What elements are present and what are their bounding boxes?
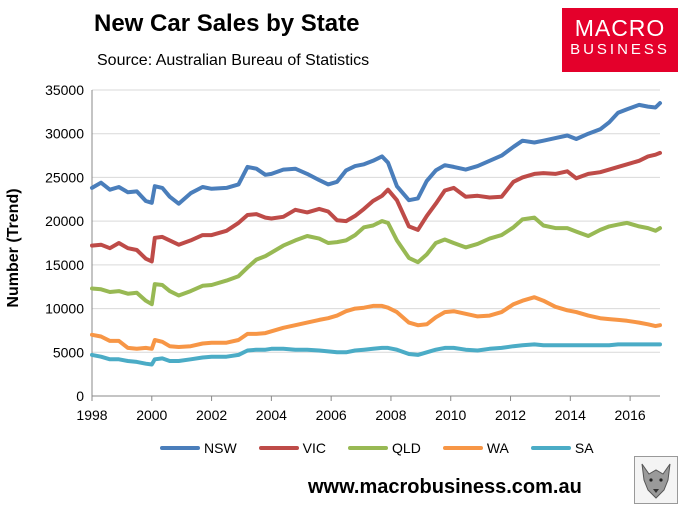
y-axis-ticks: 0 5000 10000 15000 20000 25000 30000 35000 <box>45 82 84 404</box>
x-tick-label: 2012 <box>495 407 526 423</box>
x-axis-ticks: 1998 2000 2002 2004 2006 2008 2010 2012 2014 2016 <box>76 396 646 423</box>
x-tick-label: 2004 <box>256 407 287 423</box>
series-line-sa <box>90 342 662 367</box>
axes <box>91 90 660 397</box>
y-tick-label: 15000 <box>45 257 84 273</box>
legend-label: VIC <box>302 440 327 456</box>
y-tick-label: 0 <box>76 388 84 404</box>
chart-title: New Car Sales by State <box>94 10 360 37</box>
legend-item-wa: WA <box>442 440 509 456</box>
series-line-wa <box>90 295 662 351</box>
legend-label: QLD <box>392 440 421 456</box>
logo-line-1: MACRO <box>574 15 666 41</box>
wolf-logo-icon <box>634 456 678 504</box>
legend-swatch <box>442 446 483 450</box>
legend-label: NSW <box>204 440 237 456</box>
website-url[interactable]: www.macrobusiness.com.au <box>308 476 582 498</box>
legend-swatch <box>348 446 389 450</box>
chart-subtitle: Source: Australian Bureau of Statistics <box>97 52 370 69</box>
chart-legend: NSW VIC QLD WA SA <box>160 440 616 456</box>
legend-swatch <box>160 446 200 450</box>
y-tick-label: 20000 <box>45 213 84 229</box>
series-line-qld <box>90 215 662 307</box>
legend-label: WA <box>486 440 509 456</box>
legend-item-nsw: NSW <box>160 440 237 456</box>
y-tick-label: 25000 <box>45 169 84 185</box>
x-tick-label: 2010 <box>435 407 466 423</box>
x-tick-label: 2002 <box>196 407 227 423</box>
series-line-vic <box>90 150 662 264</box>
y-tick-label: 10000 <box>45 301 84 317</box>
series-line-nsw <box>90 101 662 206</box>
x-tick-label: 2014 <box>555 407 586 423</box>
logo-line-2: BUSINESS <box>570 41 670 58</box>
macrobusiness-logo[interactable]: MACRO BUSINESS <box>562 8 678 72</box>
y-tick-label: 35000 <box>45 82 84 98</box>
gridlines <box>92 89 660 353</box>
legend-item-sa: SA <box>530 440 594 456</box>
x-tick-label: 2016 <box>615 407 646 423</box>
legend-swatch <box>530 446 571 450</box>
y-tick-label: 5000 <box>53 344 84 360</box>
legend-label: SA <box>574 440 594 456</box>
legend-swatch <box>258 446 299 450</box>
x-tick-label: 2000 <box>136 407 167 423</box>
legend-item-vic: VIC <box>258 440 327 456</box>
x-tick-label: 1998 <box>76 407 107 423</box>
y-tick-label: 30000 <box>45 126 84 142</box>
x-tick-label: 2008 <box>375 407 406 423</box>
x-tick-label: 2006 <box>316 407 347 423</box>
series-lines <box>90 101 662 367</box>
legend-item-qld: QLD <box>348 440 421 456</box>
